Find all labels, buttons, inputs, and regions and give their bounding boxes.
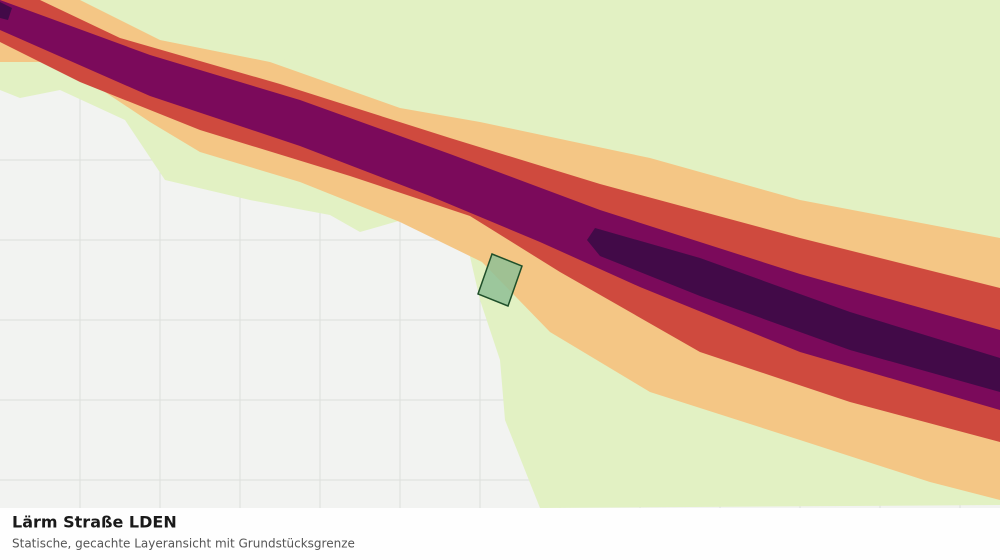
map-title: Lärm Straße LDEN	[12, 513, 177, 532]
caption-panel	[0, 508, 1000, 560]
parcel-boundary	[477, 253, 523, 307]
noise-band-max	[0, 2, 12, 20]
noise-layer	[0, 0, 1000, 508]
noise-band-max	[587, 228, 1000, 392]
map-subtitle: Statische, gecachte Layeransicht mit Gru…	[12, 537, 355, 551]
